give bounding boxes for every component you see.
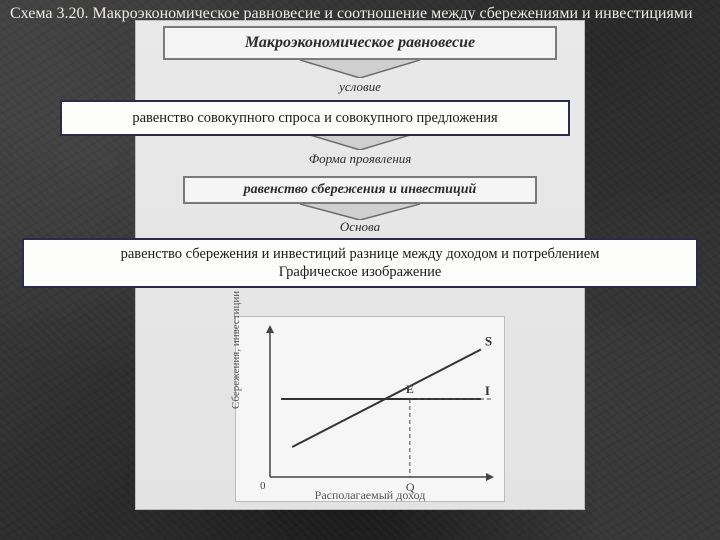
overlay2-line1: равенство сбережения и инвестиций разниц…	[121, 245, 600, 263]
overlay-equality-income-consumption: равенство сбережения и инвестиций разниц…	[22, 238, 698, 288]
chart-svg: 0 SI EQ	[236, 317, 506, 503]
chart-xlabel: Располагаемый доход	[236, 488, 504, 503]
heading-box: Макроэкономическое равновесие	[163, 26, 557, 60]
label-basis: Основа	[163, 216, 557, 238]
label-form: Форма проявления	[163, 148, 557, 170]
chart-ylabel: Сбережения, инвестиции	[230, 291, 242, 409]
svg-text:E: E	[406, 382, 414, 396]
label-condition: условие	[163, 76, 557, 98]
overlay2-line2: Графическое изображение	[279, 263, 442, 281]
overlay1-text: равенство совокупного спроса и совокупно…	[132, 109, 497, 127]
box-savings-investments: равенство сбережения и инвестиций	[183, 176, 537, 204]
overlay-equality-supply-demand: равенство совокупного спроса и совокупно…	[60, 100, 570, 136]
svg-text:I: I	[485, 383, 490, 398]
equilibrium-chart: 0 SI EQ Сбережения, инвестиции Располага…	[235, 316, 505, 502]
svg-text:S: S	[485, 334, 492, 349]
